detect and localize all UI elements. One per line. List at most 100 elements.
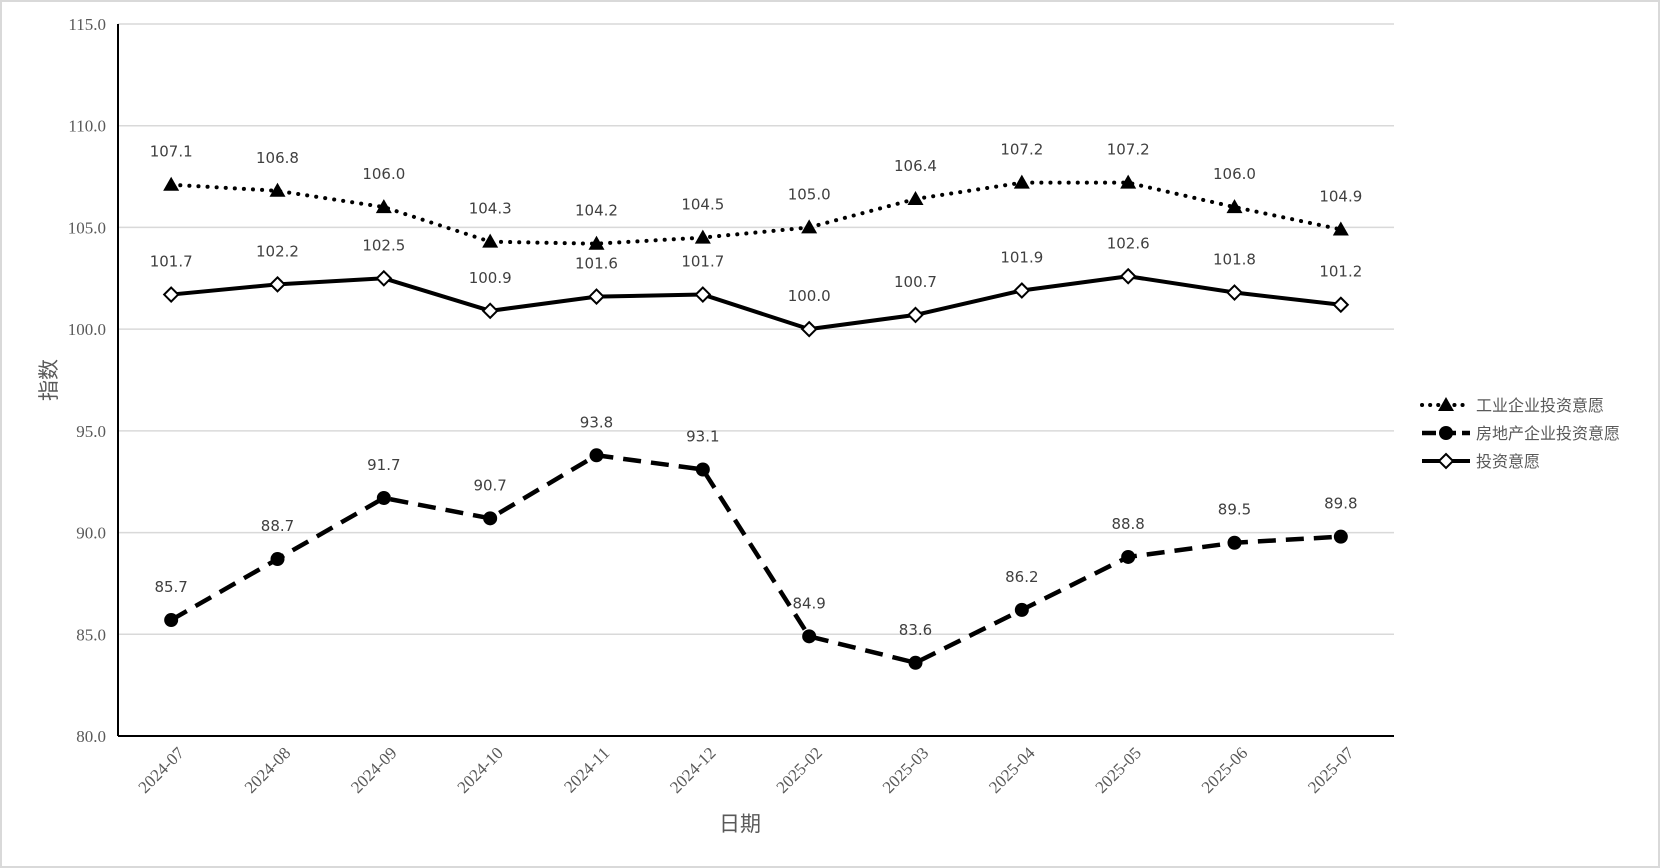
- data-point-marker: [162, 286, 180, 303]
- data-point-marker: [269, 182, 286, 197]
- axes: [117, 24, 1394, 737]
- data-label: 104.5: [681, 196, 724, 214]
- data-label: 86.2: [1005, 568, 1038, 586]
- data-label: 100.0: [788, 287, 831, 305]
- data-label: 102.2: [256, 242, 299, 260]
- data-label: 100.9: [469, 269, 512, 287]
- series-2: [162, 267, 1350, 338]
- x-tick-label: 2024-08: [241, 743, 295, 797]
- data-point-marker: [907, 306, 924, 324]
- data-label: 106.8: [256, 149, 299, 167]
- data-label: 101.7: [681, 253, 724, 271]
- data-label: 101.9: [1000, 248, 1043, 266]
- y-tick-label: 105.0: [68, 218, 106, 237]
- data-point-marker: [1013, 174, 1030, 189]
- data-point-marker: [589, 448, 604, 463]
- data-label: 101.8: [1213, 251, 1256, 269]
- data-point-marker: [482, 233, 499, 248]
- data-label: 91.7: [367, 456, 400, 474]
- x-tick-label: 2024-07: [134, 743, 188, 797]
- data-label: 104.2: [575, 202, 618, 220]
- x-tick-label: 2025-07: [1304, 743, 1358, 797]
- data-label: 85.7: [154, 578, 187, 596]
- y-tick-label: 90.0: [76, 524, 106, 543]
- data-point-marker: [588, 288, 605, 306]
- x-tick-label: 2025-06: [1198, 743, 1252, 797]
- data-label: 101.6: [575, 255, 618, 273]
- series-line: [170, 274, 1342, 332]
- y-tick-label: 115.0: [68, 15, 106, 34]
- data-labels: 107.1 106.8 106.0 104.3 104.2 104.5 105.0 106.4…: [150, 141, 1363, 639]
- data-label: 107.1: [150, 143, 193, 161]
- legend-label: 投资意愿: [1476, 452, 1540, 471]
- series-line: [169, 180, 1343, 246]
- x-axis-ticks: 2024-07 2024-08 2024-09 2024-10 2024-11 2024-…: [134, 743, 1358, 797]
- data-point-marker: [1227, 535, 1242, 550]
- data-label: 106.4: [894, 157, 937, 175]
- y-axis-title: 指数: [37, 359, 61, 401]
- data-point-marker: [164, 613, 179, 628]
- data-point-marker: [588, 235, 605, 250]
- data-point-marker: [375, 269, 393, 287]
- data-point-marker: [375, 199, 392, 214]
- x-axis-title: 日期: [719, 812, 761, 836]
- data-point-marker: [1119, 267, 1137, 285]
- data-point-marker: [907, 190, 924, 205]
- y-tick-label: 80.0: [76, 727, 106, 746]
- data-label: 106.0: [1213, 165, 1256, 183]
- data-point-marker: [1333, 529, 1348, 544]
- data-point-marker: [1121, 549, 1136, 564]
- data-label: 105.0: [788, 185, 831, 203]
- series-1: [164, 448, 1348, 670]
- x-tick-label: 2024-11: [560, 743, 613, 796]
- legend-marker: [1437, 452, 1455, 470]
- data-label: 107.2: [1000, 141, 1043, 159]
- x-tick-label: 2024-10: [453, 743, 507, 797]
- data-label: 84.9: [792, 594, 825, 612]
- data-point-marker: [1226, 199, 1243, 214]
- data-point-marker: [694, 229, 711, 244]
- y-tick-label: 100.0: [68, 320, 106, 339]
- data-point-marker: [1014, 602, 1029, 617]
- data-point-marker: [163, 176, 180, 191]
- data-label: 89.8: [1324, 495, 1357, 513]
- x-tick-label: 2024-12: [666, 743, 720, 797]
- gridlines: [118, 23, 1394, 636]
- data-label: 107.2: [1107, 141, 1150, 159]
- data-point-marker: [802, 629, 817, 644]
- data-label: 88.8: [1111, 515, 1144, 533]
- x-tick-label: 2024-09: [347, 743, 401, 797]
- series-group: [162, 174, 1350, 670]
- data-label: 93.8: [580, 413, 613, 431]
- data-label: 101.7: [150, 253, 193, 271]
- data-label: 104.9: [1319, 187, 1362, 205]
- data-point-marker: [908, 655, 923, 670]
- x-tick-label: 2025-04: [985, 743, 1039, 797]
- data-point-marker: [1013, 282, 1031, 299]
- data-label: 102.5: [362, 236, 405, 254]
- legend-item-2: 投资意愿: [1422, 452, 1540, 471]
- data-label: 93.1: [686, 428, 719, 446]
- data-label: 89.5: [1218, 501, 1251, 519]
- data-point-marker: [376, 490, 391, 505]
- data-label: 88.7: [261, 517, 294, 535]
- legend-item-0: 工业企业投资意愿: [1420, 396, 1604, 415]
- data-point-marker: [1332, 296, 1350, 314]
- data-label: 100.7: [894, 273, 937, 291]
- legend-marker: [1438, 397, 1454, 411]
- y-axis-ticks: 80.0 85.0 90.0 95.0 100.0 105.0 110.0 115.0: [68, 15, 106, 746]
- data-label: 83.6: [899, 621, 932, 639]
- legend-label: 工业企业投资意愿: [1476, 396, 1604, 415]
- data-point-marker: [1120, 174, 1137, 189]
- x-tick-label: 2025-03: [879, 743, 933, 797]
- y-tick-label: 85.0: [76, 625, 106, 644]
- series-line: [170, 453, 1341, 666]
- series-0: [163, 174, 1349, 250]
- data-label: 90.7: [473, 476, 506, 494]
- data-label: 106.0: [362, 165, 405, 183]
- data-point-marker: [270, 552, 285, 567]
- data-label: 102.6: [1107, 234, 1150, 252]
- y-tick-label: 95.0: [76, 422, 106, 441]
